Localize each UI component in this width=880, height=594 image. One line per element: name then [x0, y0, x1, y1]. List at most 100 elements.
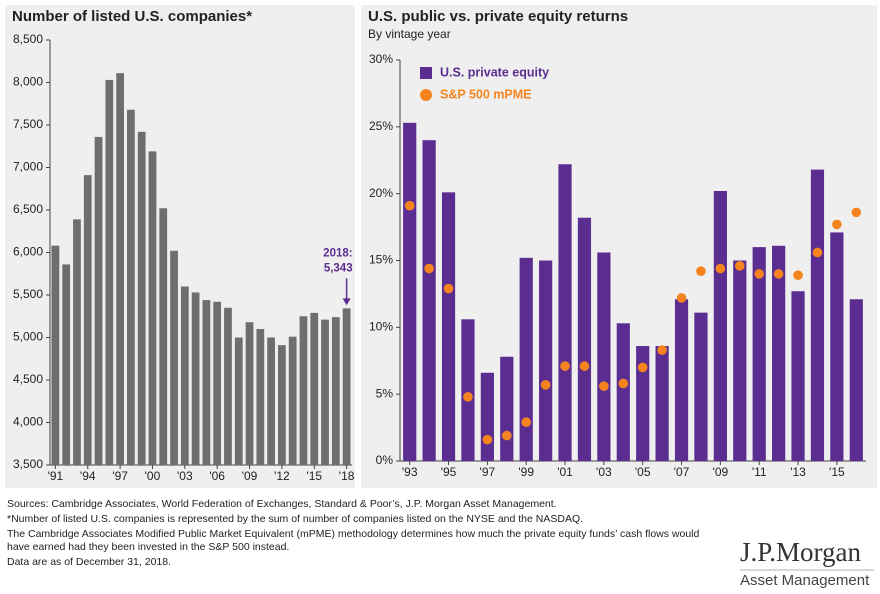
bar	[267, 337, 275, 465]
y-tick-label: 10%	[369, 320, 393, 334]
dot	[715, 263, 726, 274]
legend-swatch	[420, 89, 432, 101]
dot	[404, 200, 415, 211]
x-tick-label: '01	[557, 465, 573, 479]
bar	[73, 219, 81, 465]
dot	[793, 270, 803, 281]
chart-title: Number of listed U.S. companies*	[12, 8, 252, 25]
dot	[560, 361, 570, 371]
bar	[791, 291, 805, 461]
bar	[224, 307, 232, 465]
y-tick-label: 5,500	[13, 287, 43, 301]
footnote: Data are as of December 31, 2018.	[7, 556, 172, 568]
dot	[463, 392, 473, 402]
y-tick-label: 30%	[369, 52, 393, 66]
bar	[148, 151, 157, 465]
bar	[752, 247, 766, 461]
y-tick-label: 7,000	[13, 160, 43, 174]
bar	[694, 312, 708, 461]
bar	[403, 122, 417, 461]
dot	[424, 263, 434, 274]
bar	[137, 131, 146, 466]
y-tick-label: 4,500	[13, 372, 43, 386]
bar	[288, 336, 297, 465]
bar	[500, 356, 514, 461]
dot	[812, 247, 823, 258]
bar	[116, 73, 124, 466]
dot	[521, 417, 532, 428]
dot	[637, 362, 648, 373]
bar	[62, 264, 71, 465]
bar	[310, 312, 319, 465]
dot	[696, 266, 706, 276]
legend-label: U.S. private equity	[440, 65, 549, 79]
bar	[321, 319, 329, 465]
bar	[245, 322, 254, 465]
x-tick-label: '95	[441, 465, 457, 479]
bar	[849, 299, 863, 461]
x-tick-label: '94	[80, 469, 96, 483]
x-tick-label: '05	[635, 465, 651, 479]
footnote: The Cambridge Associates Modified Public…	[7, 528, 700, 553]
bar	[713, 190, 727, 461]
bar	[191, 292, 200, 465]
x-tick-label: '12	[274, 469, 290, 483]
y-tick-label: 6,000	[13, 245, 43, 259]
legend-swatch	[420, 67, 432, 79]
logo-name: J.P.Morgan	[740, 537, 862, 567]
dot	[851, 207, 862, 218]
x-tick-label: '03	[596, 465, 612, 479]
bar	[51, 245, 60, 465]
x-tick-label: '07	[674, 465, 690, 479]
bar	[202, 300, 211, 465]
bar	[441, 192, 456, 461]
bar	[480, 372, 494, 461]
bar	[674, 299, 689, 461]
y-tick-label: 8,000	[13, 75, 43, 89]
annotation-arrowhead	[342, 298, 351, 306]
bar	[830, 232, 844, 461]
bar	[342, 308, 351, 465]
bar	[159, 208, 168, 466]
x-tick-label: '97	[112, 469, 128, 483]
x-tick-label: '09	[242, 469, 258, 483]
dot	[482, 434, 493, 445]
x-tick-label: '18	[339, 469, 355, 483]
y-tick-label: 25%	[369, 119, 393, 133]
y-tick-label: 6,500	[13, 202, 43, 216]
bar	[127, 109, 135, 465]
y-tick-label: 5,000	[13, 330, 43, 344]
bar	[577, 217, 592, 461]
bar	[539, 260, 553, 461]
y-tick-label: 3,500	[13, 457, 43, 471]
bar	[597, 252, 611, 461]
footnote: *Number of listed U.S. companies is repr…	[7, 513, 584, 525]
bar	[655, 346, 669, 461]
dot	[657, 345, 667, 355]
x-tick-label: '13	[790, 465, 806, 479]
y-tick-label: 0%	[376, 453, 394, 467]
chart-subtitle: By vintage year	[368, 27, 451, 41]
y-tick-label: 7,500	[13, 117, 43, 131]
bar	[234, 337, 243, 465]
bar	[105, 79, 114, 465]
annotation: 2018:	[323, 247, 352, 259]
y-tick-label: 8,500	[13, 32, 43, 46]
y-tick-label: 5%	[376, 386, 394, 400]
y-tick-label: 20%	[369, 186, 393, 200]
bar	[278, 345, 286, 465]
logo-tagline: Asset Management	[740, 572, 870, 589]
dot	[773, 269, 784, 279]
bar	[256, 329, 265, 465]
dot	[501, 430, 512, 441]
bar	[558, 164, 572, 461]
bar	[422, 140, 436, 461]
bar	[519, 257, 533, 461]
bar	[299, 316, 308, 465]
bar	[616, 323, 630, 461]
x-tick-label: '91	[48, 469, 64, 483]
x-tick-label: '09	[713, 465, 729, 479]
footnote: Sources: Cambridge Associates, World Fed…	[7, 498, 557, 510]
